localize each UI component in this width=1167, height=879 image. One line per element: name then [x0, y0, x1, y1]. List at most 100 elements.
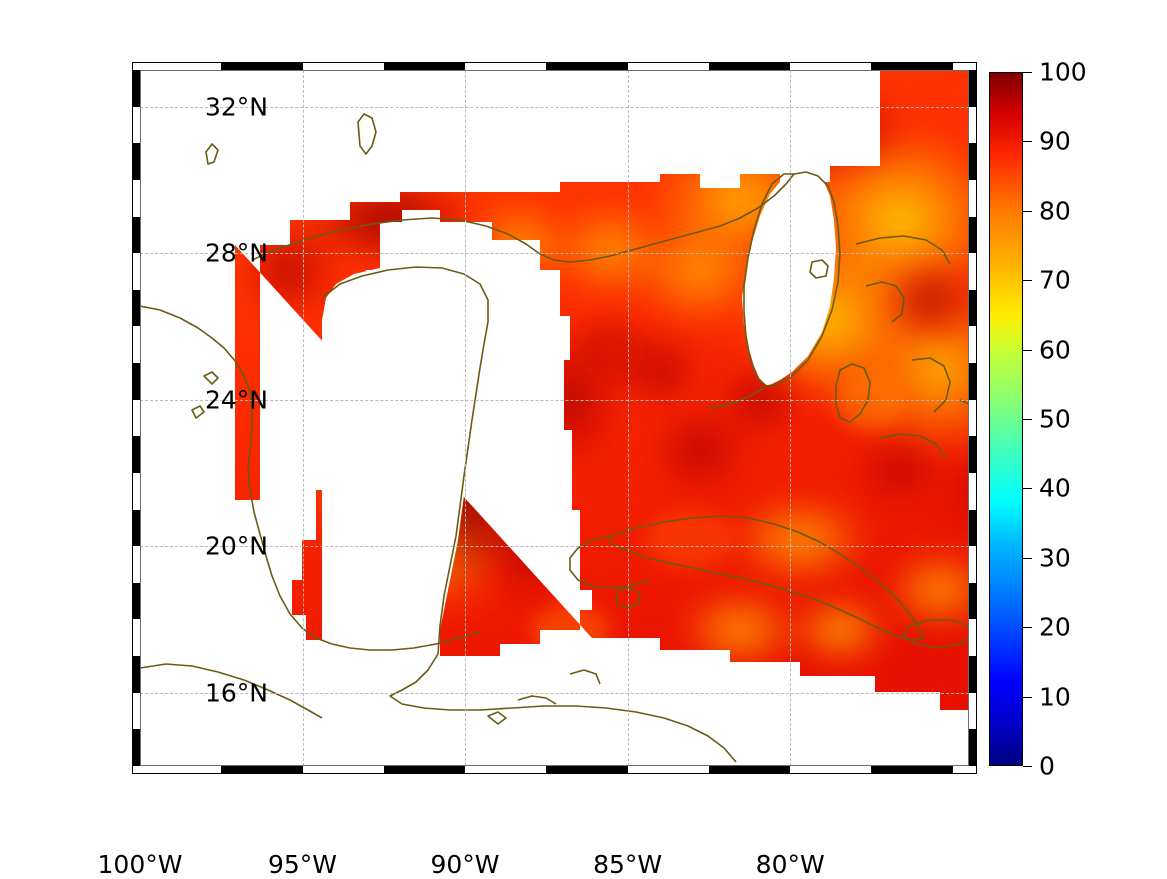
- frame-segment: [221, 62, 303, 70]
- florida-landmask: [742, 170, 836, 386]
- frame-segment: [132, 363, 140, 400]
- frame-segment: [969, 472, 977, 510]
- frame-segment: [132, 253, 140, 290]
- map-frame-bottom: [132, 766, 977, 774]
- frame-segment: [969, 253, 977, 290]
- colorbar-tick-0: [1023, 766, 1032, 767]
- frame-segment: [383, 62, 466, 70]
- frame-segment: [132, 106, 140, 144]
- frame-segment: [132, 143, 140, 180]
- colorbar-label-90: 90: [1039, 126, 1071, 156]
- colorbar[interactable]: 100 90 80 70 60 50 40 30 20 10 0: [989, 58, 1087, 781]
- frame-segment: [546, 62, 628, 70]
- xtick-label-85w: 85°W: [593, 850, 663, 879]
- frame-segment: [969, 216, 977, 254]
- colorbar-label-40: 40: [1039, 473, 1071, 503]
- colorbar-tick-80: [1023, 210, 1032, 212]
- frame-segment: [140, 766, 222, 774]
- frame-segment: [546, 766, 628, 774]
- frame-segment: [969, 399, 977, 437]
- map-axes[interactable]: 100°W 95°W 90°W 85°W 80°W 32°N 28°N 24°N…: [98, 62, 977, 879]
- ytick-label-16n: 16°N: [205, 678, 331, 707]
- frame-segment: [627, 766, 709, 774]
- colorbar-tick-10: [1023, 696, 1032, 698]
- colorbar-tick-60: [1023, 349, 1032, 351]
- frame-segment: [790, 62, 872, 70]
- frame-segment: [871, 62, 953, 70]
- frame-segment: [383, 766, 466, 774]
- frame-segment: [969, 106, 977, 144]
- frame-segment: [969, 326, 977, 364]
- frame-segment: [871, 766, 953, 774]
- frame-segment: [790, 766, 872, 774]
- frame-segment: [969, 692, 977, 730]
- central-america-landmask: [322, 266, 969, 766]
- colorbar-label-0: 0: [1039, 751, 1055, 781]
- xtick-label-90w: 90°W: [430, 850, 500, 879]
- frame-segment: [132, 472, 140, 510]
- map-plot-area[interactable]: [140, 70, 969, 766]
- frame-segment: [132, 582, 140, 620]
- map-frame-left: [132, 62, 140, 774]
- ytick-label-24n: 24°N: [205, 385, 331, 414]
- frame-segment: [969, 363, 977, 400]
- frame-segment: [132, 729, 140, 766]
- frame-segment: [132, 436, 140, 473]
- xtick-label-100w: 100°W: [97, 850, 183, 879]
- map-frame-right: [969, 62, 977, 774]
- colorbar-tick-70: [1023, 280, 1032, 282]
- colorbar-label-20: 20: [1039, 612, 1071, 642]
- frame-segment: [132, 326, 140, 364]
- ytick-text-20n: 20°N: [204, 531, 268, 561]
- frame-segment: [302, 766, 384, 774]
- map-frame-top: [132, 62, 977, 70]
- frame-segment: [969, 546, 977, 583]
- colorbar-tick-50: [1023, 419, 1032, 420]
- frame-segment: [969, 143, 977, 180]
- colorbar-tick-90: [1023, 141, 1032, 143]
- frame-segment: [969, 436, 977, 473]
- frame-segment: [132, 399, 140, 437]
- frame-segment: [465, 62, 547, 70]
- frame-segment: [302, 62, 384, 70]
- frame-segment: [132, 509, 140, 547]
- frame-segment: [708, 62, 791, 70]
- coastline-layer: [140, 113, 969, 763]
- sst-raster-layer: [140, 70, 969, 766]
- colorbar-tick-20: [1023, 627, 1032, 629]
- frame-segment: [969, 729, 977, 766]
- frame-segment: [969, 619, 977, 657]
- frame-segment: [969, 179, 977, 217]
- ytick-label-28n: 28°N: [205, 239, 331, 268]
- colorbar-tick-30: [1023, 557, 1032, 559]
- xtick-label-95w: 95°W: [267, 850, 338, 879]
- colorbar-label-100: 100: [1039, 57, 1087, 87]
- frame-segment: [132, 656, 140, 693]
- frame-segment: [132, 289, 140, 327]
- frame-segment: [969, 70, 977, 107]
- frame-segment: [969, 509, 977, 547]
- ytick-label-32n: 32°N: [205, 92, 331, 121]
- colorbar-label-50: 50: [1039, 404, 1071, 434]
- frame-segment: [969, 656, 977, 693]
- ytick-text-28n: 28°N: [204, 238, 268, 268]
- frame-segment: [132, 70, 140, 107]
- frame-segment: [221, 766, 303, 774]
- colorbar-label-10: 10: [1039, 682, 1071, 712]
- frame-segment: [627, 62, 709, 70]
- ytick-text-24n: 24°N: [204, 385, 268, 415]
- frame-segment: [132, 216, 140, 254]
- frame-segment: [465, 766, 547, 774]
- colorbar-label-60: 60: [1039, 335, 1071, 365]
- colorbar-label-70: 70: [1039, 265, 1071, 295]
- frame-segment: [708, 766, 791, 774]
- colorbar-tick-100: [1023, 72, 1032, 73]
- frame-segment: [132, 546, 140, 583]
- colorbar-tick-40: [1023, 488, 1032, 490]
- ytick-text-16n: 16°N: [204, 678, 268, 708]
- ytick-label-20n: 20°N: [205, 532, 331, 561]
- frame-segment: [132, 619, 140, 657]
- frame-segment: [952, 62, 969, 70]
- colorbar-label-80: 80: [1039, 196, 1071, 226]
